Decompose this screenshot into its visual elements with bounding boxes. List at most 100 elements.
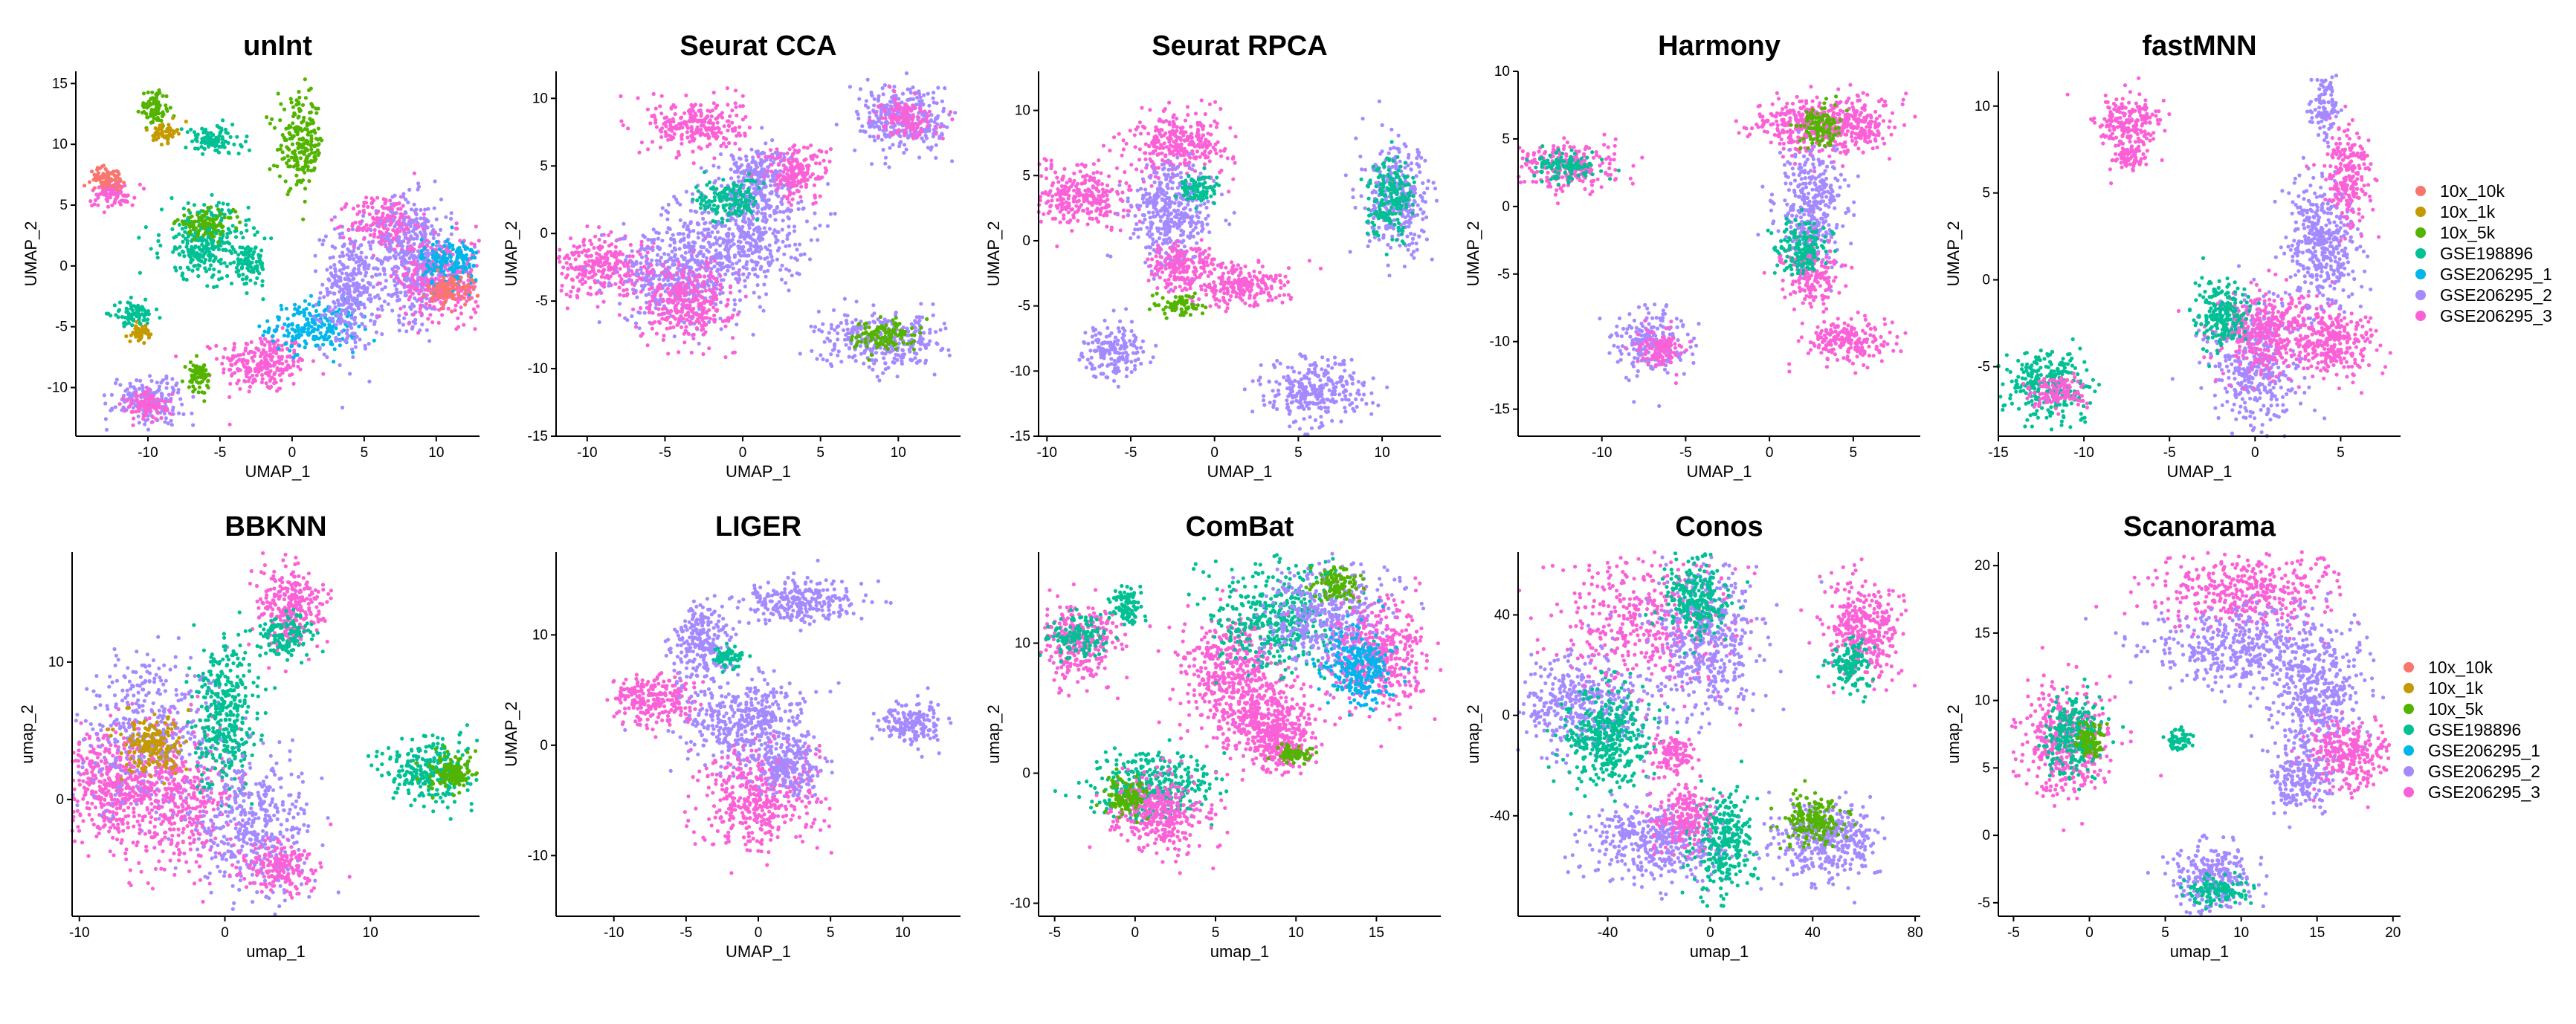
cell-point — [683, 313, 688, 317]
cell-point — [153, 112, 158, 117]
cell-point — [288, 373, 292, 377]
cell-point — [123, 320, 127, 325]
cell-point — [137, 409, 141, 413]
cell-point — [343, 338, 347, 343]
cell-point — [375, 267, 380, 271]
cell-point — [271, 163, 277, 168]
cell-point — [137, 421, 141, 425]
cell-point — [239, 265, 245, 270]
cell-point — [682, 111, 687, 115]
cell-point — [625, 318, 630, 323]
cell-point — [341, 253, 346, 258]
cell-point — [613, 253, 617, 258]
cell-point — [170, 227, 175, 231]
cell-point — [722, 124, 726, 129]
cell-point — [389, 274, 393, 279]
cell-point — [367, 240, 372, 244]
cell-point — [441, 275, 445, 279]
cell-point — [130, 323, 135, 328]
cell-point — [215, 284, 219, 288]
cell-point — [312, 128, 317, 133]
cell-point — [168, 399, 172, 404]
cell-point — [356, 246, 361, 250]
cell-point — [280, 348, 285, 352]
cell-point — [159, 118, 164, 123]
cell-point — [592, 245, 596, 250]
cell-point — [713, 126, 717, 131]
cell-point — [303, 339, 307, 343]
cell-point — [262, 329, 267, 334]
cell-point — [358, 293, 363, 297]
cell-point — [178, 397, 183, 401]
cell-point — [236, 152, 241, 156]
cell-point — [103, 401, 108, 406]
cell-point — [286, 158, 291, 163]
cell-point — [372, 221, 376, 226]
cell-point — [682, 120, 687, 124]
cell-point — [219, 276, 224, 280]
cell-point — [334, 337, 338, 341]
cell-point — [666, 351, 671, 356]
cell-point — [296, 115, 300, 120]
cell-point — [300, 103, 306, 107]
cell-point — [265, 115, 269, 120]
cell-point — [347, 237, 352, 242]
cell-point — [309, 86, 313, 91]
cell-point — [449, 211, 453, 216]
cell-point — [661, 299, 665, 303]
cell-point — [172, 236, 176, 240]
cell-point — [321, 372, 326, 376]
cell-point — [259, 373, 265, 377]
cell-point — [375, 195, 380, 200]
cell-point — [735, 113, 739, 117]
cell-point — [401, 192, 406, 196]
cell-point — [248, 384, 252, 389]
cell-point — [595, 256, 599, 261]
cell-point — [97, 177, 102, 182]
cell-point — [416, 249, 421, 253]
cell-point — [141, 417, 146, 421]
cell-point — [664, 267, 668, 271]
cell-point — [126, 311, 130, 315]
cell-point — [277, 359, 282, 363]
cell-point — [218, 223, 222, 227]
cell-point — [726, 316, 730, 320]
cell-point — [245, 266, 250, 270]
cell-point — [133, 392, 138, 396]
cell-point — [349, 253, 355, 258]
cell-point — [349, 316, 354, 320]
cell-point — [149, 247, 153, 251]
cell-point — [671, 325, 676, 329]
cell-point — [288, 354, 293, 359]
cell-point — [228, 367, 233, 372]
cell-point — [141, 91, 146, 96]
cell-point — [352, 256, 356, 261]
cell-point — [630, 262, 636, 267]
cell-point — [279, 378, 283, 383]
cell-point — [671, 233, 675, 237]
cell-point — [414, 213, 419, 217]
cell-point — [235, 135, 239, 139]
cell-point — [573, 257, 578, 262]
cell-point — [700, 211, 705, 216]
cell-point — [346, 320, 351, 325]
cell-point — [473, 327, 477, 331]
cell-point — [370, 205, 375, 210]
cell-point — [668, 320, 673, 325]
cell-point — [364, 255, 369, 259]
cell-point — [735, 134, 739, 138]
cell-point — [571, 285, 575, 290]
cell-point — [650, 282, 655, 286]
cell-point — [587, 247, 591, 253]
cell-point — [202, 146, 207, 151]
cell-point — [433, 230, 438, 235]
cell-point — [367, 263, 371, 268]
cell-point — [711, 294, 715, 299]
cell-point — [687, 314, 691, 319]
cell-point — [274, 380, 278, 385]
cell-point — [661, 337, 666, 342]
cell-point — [391, 228, 396, 233]
cell-point — [696, 319, 700, 323]
cell-point — [113, 381, 118, 386]
cell-point — [653, 106, 658, 111]
